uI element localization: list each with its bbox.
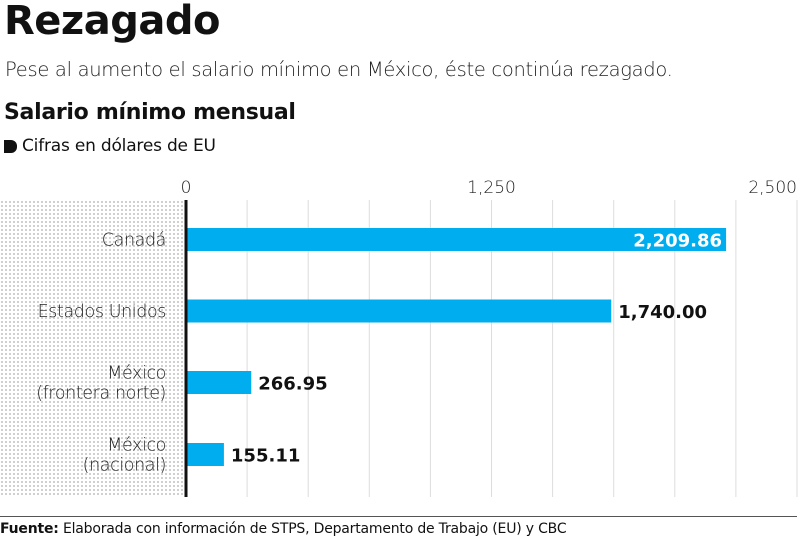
category-label: (frontera norte) xyxy=(36,384,166,404)
x-axis-ticks: 0 1,250 2,500 xyxy=(181,178,797,198)
x-tick-label: 0 xyxy=(181,178,192,198)
bar xyxy=(186,443,224,466)
bar xyxy=(186,371,252,394)
value-label: 266.95 xyxy=(258,374,327,395)
category-label: Canadá xyxy=(102,231,166,251)
category-label-background xyxy=(0,200,184,497)
source-label: Fuente: xyxy=(0,521,59,537)
page-title: Rezagado xyxy=(4,0,220,44)
chart-title: Salario mínimo mensual xyxy=(4,100,296,125)
x-tick-label: 2,500 xyxy=(748,178,797,198)
units-note: Cifras en dólares de EU xyxy=(4,136,216,156)
category-label: (nacional) xyxy=(83,456,166,476)
bars xyxy=(186,228,727,466)
units-label: Cifras en dólares de EU xyxy=(22,136,216,156)
source-text: Elaborada con información de STPS, Depar… xyxy=(58,521,567,537)
value-label: 2,209.86 xyxy=(633,231,722,252)
page-subtitle: Pese al aumento el salario mínimo en Méx… xyxy=(5,58,673,81)
bar xyxy=(186,299,612,323)
bar xyxy=(186,228,727,251)
bullet-icon xyxy=(4,139,17,153)
category-label: Estados Unidos xyxy=(38,302,166,322)
footer-divider xyxy=(0,516,797,517)
value-label: 155.11 xyxy=(231,446,300,467)
x-tick-label: 1,250 xyxy=(467,178,516,198)
source-note: Fuente: Elaborada con información de STP… xyxy=(0,521,567,537)
value-label: 1,740.00 xyxy=(618,302,707,323)
category-label: México xyxy=(107,436,166,456)
value-labels: 2,209.86 1,740.00 266.95 155.11 xyxy=(231,231,722,467)
category-label: México xyxy=(107,364,166,384)
